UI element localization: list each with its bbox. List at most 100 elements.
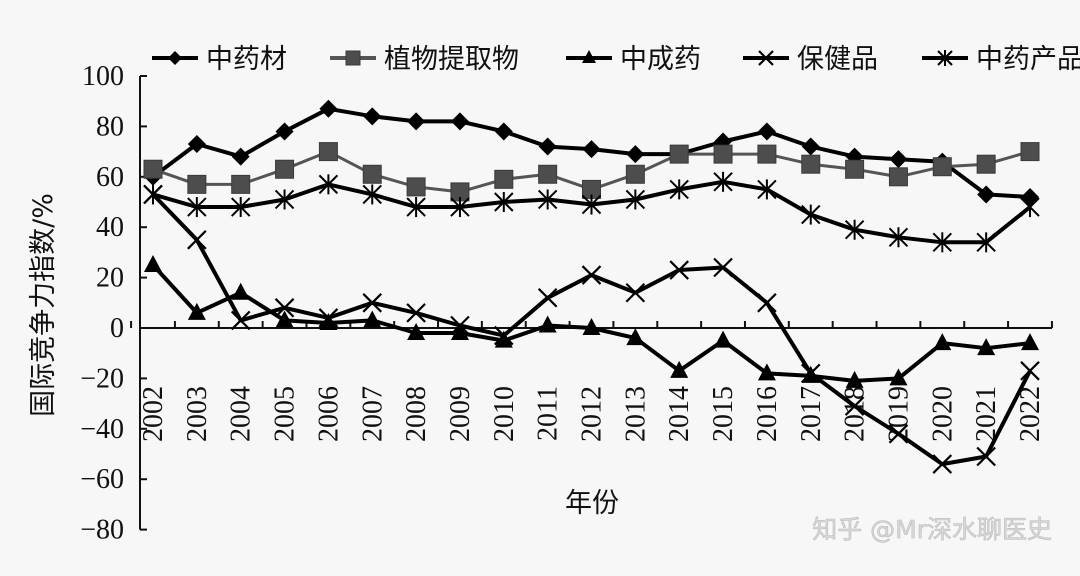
square-marker <box>187 174 207 194</box>
square-marker <box>538 164 558 184</box>
triangle-marker <box>845 370 864 388</box>
x-tick-label: 2014 <box>664 386 695 442</box>
triangle-marker <box>889 368 908 386</box>
square-marker <box>669 144 689 164</box>
asterisk-marker <box>713 171 733 192</box>
triangle-marker <box>187 302 206 320</box>
legend-label: 中药材 <box>206 44 287 75</box>
square-marker <box>757 144 777 164</box>
triangle-marker <box>670 360 689 378</box>
legend-label: 中药产品 <box>976 44 1080 75</box>
square-marker <box>231 174 251 194</box>
x-marker <box>318 308 339 328</box>
legend-item: 植物提取物 <box>330 44 519 75</box>
legend-item: 保健品 <box>743 44 878 75</box>
x-tick-label: 2015 <box>708 386 739 442</box>
y-tick-label: 40 <box>96 212 124 243</box>
x-marker <box>669 260 689 280</box>
x-marker <box>494 325 514 346</box>
x-marker <box>844 396 865 416</box>
triangle-marker <box>582 50 596 63</box>
square-marker <box>1020 142 1040 162</box>
x-marker <box>757 293 777 313</box>
legend: 中药材 植物提取物 中成药 保健品 中药产品 <box>152 44 1080 75</box>
diamond-marker <box>231 147 250 166</box>
x-tick-label: 2022 <box>1015 386 1046 442</box>
diamond-marker <box>757 122 776 141</box>
x-marker <box>406 303 426 323</box>
legend-item: 中药材 <box>152 44 287 75</box>
x-tick-label: 2006 <box>313 386 344 442</box>
asterisk-marker <box>932 232 953 253</box>
asterisk-marker <box>274 189 295 210</box>
legend-item: 中成药 <box>566 44 701 75</box>
asterisk-marker <box>888 227 909 248</box>
legend-label: 中成药 <box>620 44 701 75</box>
triangle-marker <box>538 315 557 333</box>
x-tick-label: 2004 <box>226 386 257 442</box>
diamond-marker <box>801 137 820 156</box>
triangle-marker <box>144 255 162 272</box>
legend-label: 保健品 <box>797 44 878 75</box>
x-tick-label: 2016 <box>752 386 783 442</box>
asterisk-marker <box>669 179 689 200</box>
diamond-marker <box>538 137 557 156</box>
y-tick-label: 60 <box>96 162 124 193</box>
asterisk-marker <box>537 189 558 210</box>
x-tick-label: 2003 <box>182 386 213 442</box>
asterisk-marker <box>230 197 251 218</box>
x-marker <box>800 363 821 384</box>
asterisk-marker <box>494 192 514 212</box>
triangle-marker <box>363 310 382 328</box>
asterisk-marker <box>143 184 163 205</box>
x-marker <box>187 230 207 250</box>
asterisk-marker <box>801 204 821 225</box>
y-tick-label: −60 <box>80 464 124 495</box>
x-axis: 2002 2003 2004 2005 2006 2007 2008 2009 2010 2011… <box>130 321 1053 442</box>
asterisk-marker <box>1020 197 1040 218</box>
triangle-marker <box>933 333 952 351</box>
diamond-marker <box>363 107 382 126</box>
x-marker <box>888 424 909 444</box>
series-square <box>143 142 1040 202</box>
triangle-marker <box>757 363 776 381</box>
x-tick-label: 2002 <box>138 386 169 442</box>
x-marker <box>625 282 646 303</box>
x-tick-label: 2013 <box>620 386 651 442</box>
square-marker <box>406 177 426 197</box>
square-marker <box>713 144 733 164</box>
asterisk-marker <box>625 189 646 210</box>
series-group <box>143 99 1040 474</box>
square-marker <box>345 50 361 66</box>
y-tick-label: −80 <box>80 515 124 546</box>
asterisk-marker <box>976 232 996 253</box>
x-tick-label: 2007 <box>357 386 388 442</box>
diamond-marker <box>450 112 469 131</box>
square-marker <box>932 157 952 177</box>
x-marker <box>758 50 774 66</box>
y-axis-title: 国际竞争力指数/% <box>28 193 59 417</box>
asterisk-marker <box>362 184 382 205</box>
x-tick-label: 2020 <box>927 386 958 442</box>
x-tick-label: 2010 <box>489 386 520 442</box>
asterisk-marker <box>406 197 426 218</box>
square-marker <box>275 159 295 179</box>
x-marker <box>1020 361 1040 381</box>
x-marker <box>230 310 251 331</box>
x-marker <box>713 257 733 278</box>
x-tick-label: 2017 <box>796 386 827 442</box>
asterisk-marker <box>937 50 953 66</box>
triangle-marker <box>582 318 601 335</box>
triangle-marker <box>450 323 469 341</box>
diamond-marker <box>977 185 996 204</box>
diamond-marker <box>319 99 338 118</box>
square-marker <box>494 169 514 189</box>
x-marker <box>976 446 996 467</box>
y-tick-label: −20 <box>80 363 124 394</box>
diamond-marker <box>275 122 294 141</box>
x-marker <box>274 298 295 318</box>
series-triangle <box>144 255 1039 388</box>
asterisk-marker <box>318 174 339 195</box>
triangle-marker <box>275 310 294 328</box>
x-marker <box>932 454 953 474</box>
